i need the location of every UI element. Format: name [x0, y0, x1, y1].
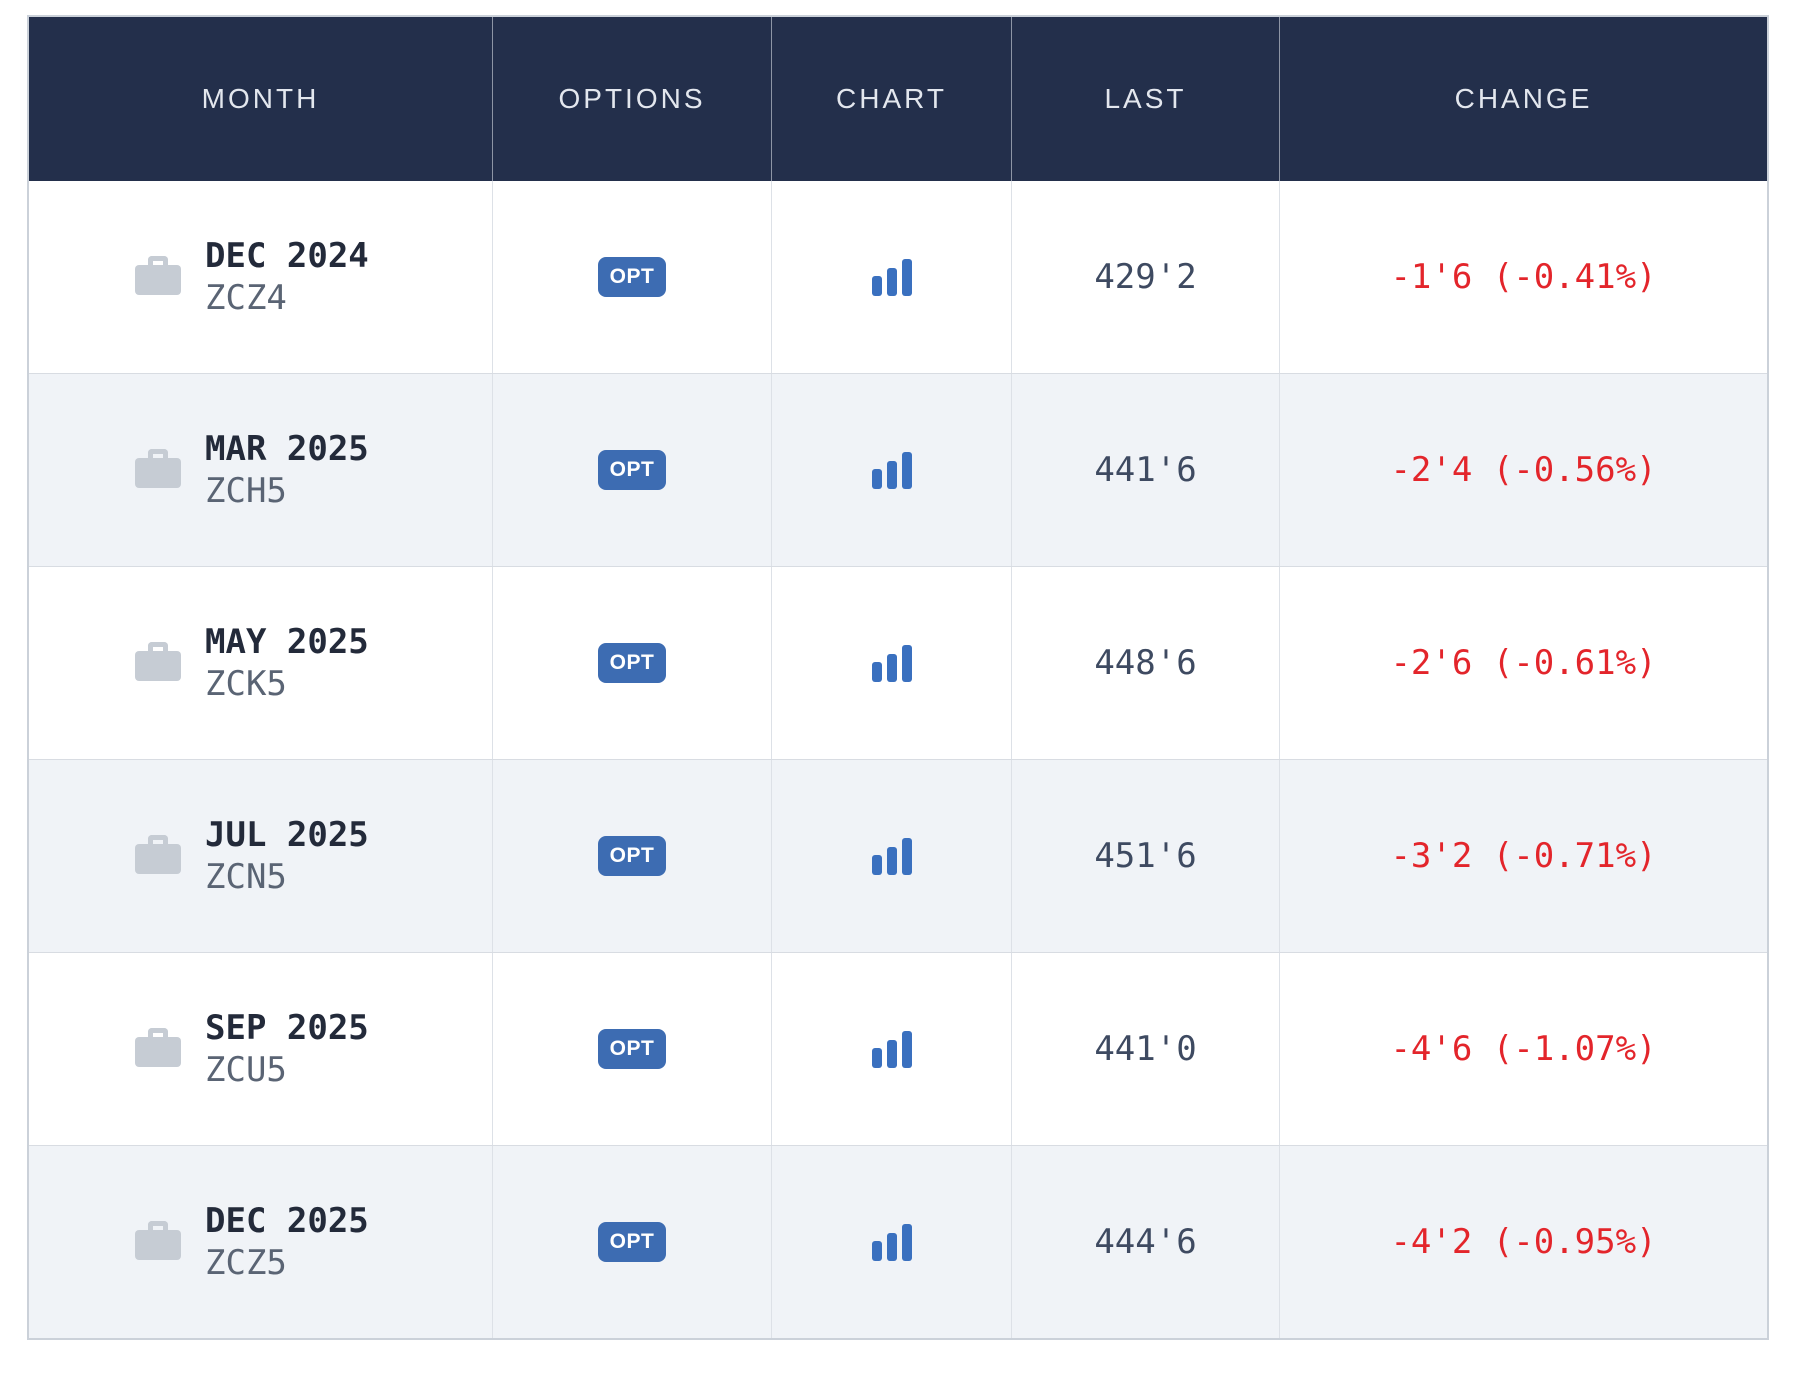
month-cell[interactable]: DEC 2024 ZCZ4 — [29, 181, 492, 373]
month-cell[interactable]: DEC 2025 ZCZ5 — [29, 1146, 492, 1338]
options-button[interactable]: OPT — [598, 450, 666, 490]
change-value: -3'2 (-0.71%) — [1390, 836, 1657, 876]
month-label: DEC 2025 — [205, 1201, 369, 1241]
month-label: MAR 2025 — [205, 429, 369, 469]
chart-cell — [771, 181, 1011, 373]
column-header-month: MONTH — [201, 83, 320, 114]
symbol-label: ZCZ4 — [205, 278, 287, 318]
options-cell: OPT — [492, 567, 771, 759]
bar-chart-icon[interactable] — [871, 644, 912, 682]
month-text: DEC 2025 ZCZ5 — [205, 1200, 369, 1284]
options-cell: OPT — [492, 374, 771, 566]
month-cell[interactable]: JUL 2025 ZCN5 — [29, 760, 492, 952]
table-row: MAY 2025 ZCK5 OPT 448'6 -2'6 (-0.61%) — [29, 566, 1767, 759]
symbol-label: ZCZ5 — [205, 1243, 287, 1283]
month-label: MAY 2025 — [205, 622, 369, 662]
briefcase-icon — [135, 642, 181, 681]
briefcase-icon — [135, 256, 181, 295]
bar-chart-icon[interactable] — [871, 1030, 912, 1068]
last-cell: 451'6 — [1011, 760, 1279, 952]
last-cell: 441'0 — [1011, 953, 1279, 1145]
month-cell[interactable]: MAY 2025 ZCK5 — [29, 567, 492, 759]
symbol-label: ZCU5 — [205, 1050, 287, 1090]
month-label: SEP 2025 — [205, 1008, 369, 1048]
month-label: JUL 2025 — [205, 815, 369, 855]
table-row: DEC 2024 ZCZ4 OPT 429'2 -1'6 (-0.41%) — [29, 181, 1767, 373]
change-cell: -1'6 (-0.41%) — [1279, 181, 1767, 373]
last-cell: 448'6 — [1011, 567, 1279, 759]
change-value: -2'6 (-0.61%) — [1390, 643, 1657, 683]
last-value: 444'6 — [1094, 1222, 1197, 1262]
change-cell: -2'6 (-0.61%) — [1279, 567, 1767, 759]
chart-cell — [771, 760, 1011, 952]
symbol-label: ZCN5 — [205, 857, 287, 897]
symbol-label: ZCH5 — [205, 471, 287, 511]
options-button[interactable]: OPT — [598, 1029, 666, 1069]
table-header-row: MONTH OPTIONS CHART LAST CHANGE — [29, 17, 1767, 181]
month-text: DEC 2024 ZCZ4 — [205, 235, 369, 319]
table-row: JUL 2025 ZCN5 OPT 451'6 -3'2 (-0.71%) — [29, 759, 1767, 952]
column-header-change: CHANGE — [1279, 17, 1767, 181]
column-header-options: OPTIONS — [492, 17, 771, 181]
bar-chart-icon[interactable] — [871, 451, 912, 489]
options-cell: OPT — [492, 760, 771, 952]
month-text: MAR 2025 ZCH5 — [205, 428, 369, 512]
chart-cell — [771, 953, 1011, 1145]
change-cell: -4'6 (-1.07%) — [1279, 953, 1767, 1145]
briefcase-icon — [135, 835, 181, 874]
briefcase-icon — [135, 449, 181, 488]
options-button[interactable]: OPT — [598, 836, 666, 876]
column-header-chart: CHART — [771, 17, 1011, 181]
last-value: 451'6 — [1094, 836, 1197, 876]
last-value: 441'6 — [1094, 450, 1197, 490]
table-row: MAR 2025 ZCH5 OPT 441'6 -2'4 (-0.56%) — [29, 373, 1767, 566]
futures-quotes-table: MONTH OPTIONS CHART LAST CHANGE DEC 2024… — [27, 15, 1769, 1340]
change-value: -4'2 (-0.95%) — [1390, 1222, 1657, 1262]
briefcase-icon — [135, 1028, 181, 1067]
options-button[interactable]: OPT — [598, 257, 666, 297]
options-button[interactable]: OPT — [598, 1222, 666, 1262]
briefcase-icon — [135, 1221, 181, 1260]
symbol-label: ZCK5 — [205, 664, 287, 704]
month-text: SEP 2025 ZCU5 — [205, 1007, 369, 1091]
column-header-last: LAST — [1011, 17, 1279, 181]
chart-cell — [771, 1146, 1011, 1338]
last-cell: 444'6 — [1011, 1146, 1279, 1338]
last-cell: 441'6 — [1011, 374, 1279, 566]
change-cell: -3'2 (-0.71%) — [1279, 760, 1767, 952]
month-text: MAY 2025 ZCK5 — [205, 621, 369, 705]
change-cell: -4'2 (-0.95%) — [1279, 1146, 1767, 1338]
table-row: SEP 2025 ZCU5 OPT 441'0 -4'6 (-1.07%) — [29, 952, 1767, 1145]
chart-cell — [771, 567, 1011, 759]
month-cell[interactable]: MAR 2025 ZCH5 — [29, 374, 492, 566]
options-cell: OPT — [492, 181, 771, 373]
last-value: 441'0 — [1094, 1029, 1197, 1069]
last-cell: 429'2 — [1011, 181, 1279, 373]
bar-chart-icon[interactable] — [871, 837, 912, 875]
chart-cell — [771, 374, 1011, 566]
change-value: -4'6 (-1.07%) — [1390, 1029, 1657, 1069]
table-row: DEC 2025 ZCZ5 OPT 444'6 -4'2 (-0.95%) — [29, 1145, 1767, 1338]
month-text: JUL 2025 ZCN5 — [205, 814, 369, 898]
change-value: -2'4 (-0.56%) — [1390, 450, 1657, 490]
options-cell: OPT — [492, 1146, 771, 1338]
table-body: DEC 2024 ZCZ4 OPT 429'2 -1'6 (-0.41%) — [29, 181, 1767, 1338]
month-cell[interactable]: SEP 2025 ZCU5 — [29, 953, 492, 1145]
bar-chart-icon[interactable] — [871, 258, 912, 296]
last-value: 448'6 — [1094, 643, 1197, 683]
last-value: 429'2 — [1094, 257, 1197, 297]
options-cell: OPT — [492, 953, 771, 1145]
change-value: -1'6 (-0.41%) — [1390, 257, 1657, 297]
options-button[interactable]: OPT — [598, 643, 666, 683]
month-label: DEC 2024 — [205, 236, 369, 276]
change-cell: -2'4 (-0.56%) — [1279, 374, 1767, 566]
bar-chart-icon[interactable] — [871, 1223, 912, 1261]
